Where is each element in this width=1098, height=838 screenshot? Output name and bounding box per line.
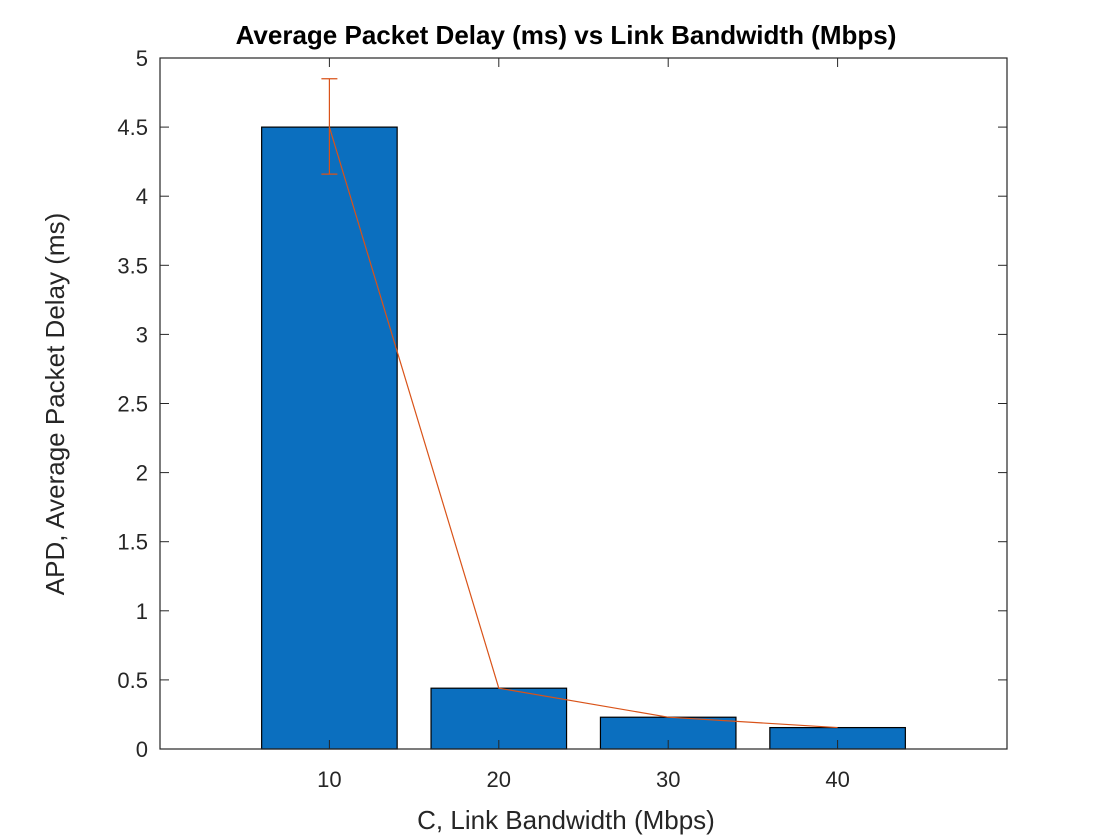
y-tick-label: 3.5 <box>117 253 148 278</box>
x-axis-label: C, Link Bandwidth (Mbps) <box>417 805 715 835</box>
y-tick-label: 5 <box>136 46 148 71</box>
y-tick-label: 2 <box>136 461 148 486</box>
plot-area: 0 0.5 1 1.5 2 2.5 3 3.5 4 4.5 5 10 20 30 40 <box>117 46 1008 792</box>
x-tick-label: 40 <box>825 767 849 792</box>
chart-title: Average Packet Delay (ms) vs Link Bandwi… <box>236 20 897 50</box>
y-tick-label: 0.5 <box>117 668 148 693</box>
y-tick-label: 2.5 <box>117 392 148 417</box>
delay-line <box>328 126 838 729</box>
x-tick-label: 30 <box>656 767 680 792</box>
y-axis-label: APD, Average Packet Delay (ms) <box>40 213 70 595</box>
bar-20 <box>430 687 568 750</box>
bar-10 <box>261 126 398 750</box>
y-tick-label: 1 <box>136 599 148 624</box>
y-tick-label: 4 <box>136 184 148 209</box>
y-tick-label: 0 <box>136 737 148 762</box>
y-tick-label: 4.5 <box>117 115 148 140</box>
y-tick-label: 3 <box>136 322 148 347</box>
y-tick-label: 1.5 <box>117 530 148 555</box>
x-tick-label: 10 <box>317 767 341 792</box>
x-tick-label: 20 <box>487 767 511 792</box>
